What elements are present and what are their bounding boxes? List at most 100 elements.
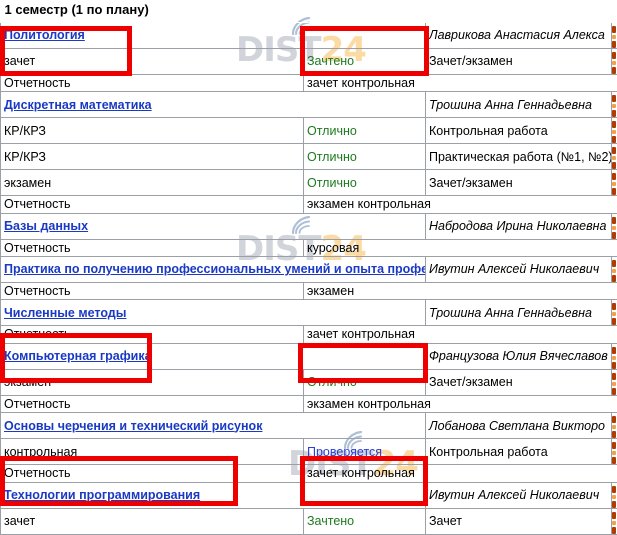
- subject-link[interactable]: Дискретная математика: [4, 98, 152, 112]
- teacher-name: Трошина Анна Геннадьевна: [426, 300, 612, 326]
- attempt-mark: Отлично: [304, 118, 426, 144]
- row-status-marker[interactable]: [612, 257, 617, 283]
- report-label: Отчетность: [1, 283, 304, 300]
- row-status-marker[interactable]: [612, 118, 617, 144]
- attempt-mark: Отлично: [304, 369, 426, 395]
- teacher-name: Ивутин Алексей Николаевич: [426, 482, 612, 508]
- control-type: Контрольная работа: [426, 439, 612, 465]
- row-status-marker[interactable]: [612, 300, 617, 326]
- report-value: зачет контрольная: [304, 326, 617, 343]
- report-value: экзамен контрольная: [304, 395, 617, 412]
- attempt-form: контрольная: [1, 439, 304, 465]
- subject-header-row: Численные методы Трошина Анна Геннадьевна: [1, 300, 617, 326]
- report-value: зачет контрольная: [304, 465, 617, 482]
- row-status-marker[interactable]: [612, 144, 617, 170]
- control-type: Зачет/экзамен: [426, 369, 612, 395]
- row-status-marker[interactable]: [612, 48, 617, 74]
- control-type: Контрольная работа: [426, 118, 612, 144]
- subject-cell: Технологии программирования: [1, 482, 426, 508]
- report-label: Отчетность: [1, 326, 304, 343]
- teacher-name: Лобанова Светлана Викторо: [426, 413, 612, 439]
- row-status-marker[interactable]: [612, 213, 617, 239]
- attempt-mark: Зачтено: [304, 508, 426, 534]
- subject-cell: Численные методы: [1, 300, 426, 326]
- subject-cell: Основы черчения и технический рисунок: [1, 413, 426, 439]
- subject-cell: Компьютерная графика: [1, 343, 426, 369]
- control-type: Зачет/экзамен: [426, 48, 612, 74]
- subject-header-row: Основы черчения и технический рисунок Лоб…: [1, 413, 617, 439]
- teacher-name: Французова Юлия Вячеславов: [426, 343, 612, 369]
- semester-title-row: 1 семестр (1 по плану): [1, 0, 617, 22]
- teacher-name: Трошина Анна Геннадьевна: [426, 92, 612, 118]
- subject-link[interactable]: Численные методы: [4, 306, 126, 320]
- attempt-form: экзамен: [1, 170, 304, 196]
- attempt-mark: Отлично: [304, 144, 426, 170]
- subject-link[interactable]: Практика по получению профессиональных у…: [4, 262, 426, 276]
- row-status-marker[interactable]: [612, 439, 617, 465]
- subject-header-row: Политология Лаврикова Анастасия Алекса: [1, 22, 617, 48]
- attempt-form: КР/КРЗ: [1, 118, 304, 144]
- row-status-marker[interactable]: [612, 343, 617, 369]
- report-value: зачет контрольная: [304, 74, 617, 91]
- attempt-mark: Зачтено: [304, 48, 426, 74]
- row-status-marker[interactable]: [612, 508, 617, 534]
- subject-cell: Политология: [1, 22, 426, 48]
- subject-header-row: Практика по получению профессиональных у…: [1, 257, 617, 283]
- report-label: Отчетность: [1, 465, 304, 482]
- subject-header-row: Базы данных Набродова Ирина Николаевна: [1, 213, 617, 239]
- row-status-marker[interactable]: [612, 369, 617, 395]
- attempt-form: КР/КРЗ: [1, 144, 304, 170]
- subject-cell: Базы данных: [1, 213, 426, 239]
- control-type: Зачет: [426, 508, 612, 534]
- report-value: экзамен: [304, 283, 617, 300]
- attempt-mark: Проверяется: [304, 439, 426, 465]
- subject-link[interactable]: Технологии программирования: [4, 488, 200, 502]
- row-status-marker[interactable]: [612, 92, 617, 118]
- page-title: 1 семестр (1 по плану): [1, 0, 617, 22]
- subject-header-row: Технологии программирования Ивутин Алексе…: [1, 482, 617, 508]
- attempt-form: экзамен: [1, 369, 304, 395]
- subject-link[interactable]: Базы данных: [4, 219, 88, 233]
- report-label: Отчетность: [1, 239, 304, 256]
- report-value: экзамен контрольная: [304, 196, 617, 213]
- subject-link[interactable]: Основы черчения и технический рисунок: [4, 419, 262, 433]
- subject-cell: Дискретная математика: [1, 92, 426, 118]
- row-status-marker[interactable]: [612, 22, 617, 48]
- control-type: Практическая работа (№1, №2): [426, 144, 612, 170]
- report-label: Отчетность: [1, 74, 304, 91]
- row-status-marker[interactable]: [612, 482, 617, 508]
- teacher-name: Лаврикова Анастасия Алекса: [426, 22, 612, 48]
- subject-header-row: Дискретная математика Трошина Анна Геннад…: [1, 92, 617, 118]
- report-label: Отчетность: [1, 395, 304, 412]
- subject-link[interactable]: Компьютерная графика: [4, 349, 152, 363]
- control-type: Зачет/экзамен: [426, 170, 612, 196]
- subject-link[interactable]: Политология: [4, 28, 85, 42]
- subject-cell: Практика по получению профессиональных у…: [1, 257, 426, 283]
- attempt-form: зачет: [1, 48, 304, 74]
- row-status-marker[interactable]: [612, 170, 617, 196]
- subject-header-row: Компьютерная графика Французова Юлия Вяче…: [1, 343, 617, 369]
- attempt-form: зачет: [1, 508, 304, 534]
- attempt-mark: Отлично: [304, 170, 426, 196]
- teacher-name: Ивутин Алексей Николаевич: [426, 257, 612, 283]
- teacher-name: Набродова Ирина Николаевна: [426, 213, 612, 239]
- row-status-marker[interactable]: [612, 413, 617, 439]
- report-value: курсовая: [304, 239, 617, 256]
